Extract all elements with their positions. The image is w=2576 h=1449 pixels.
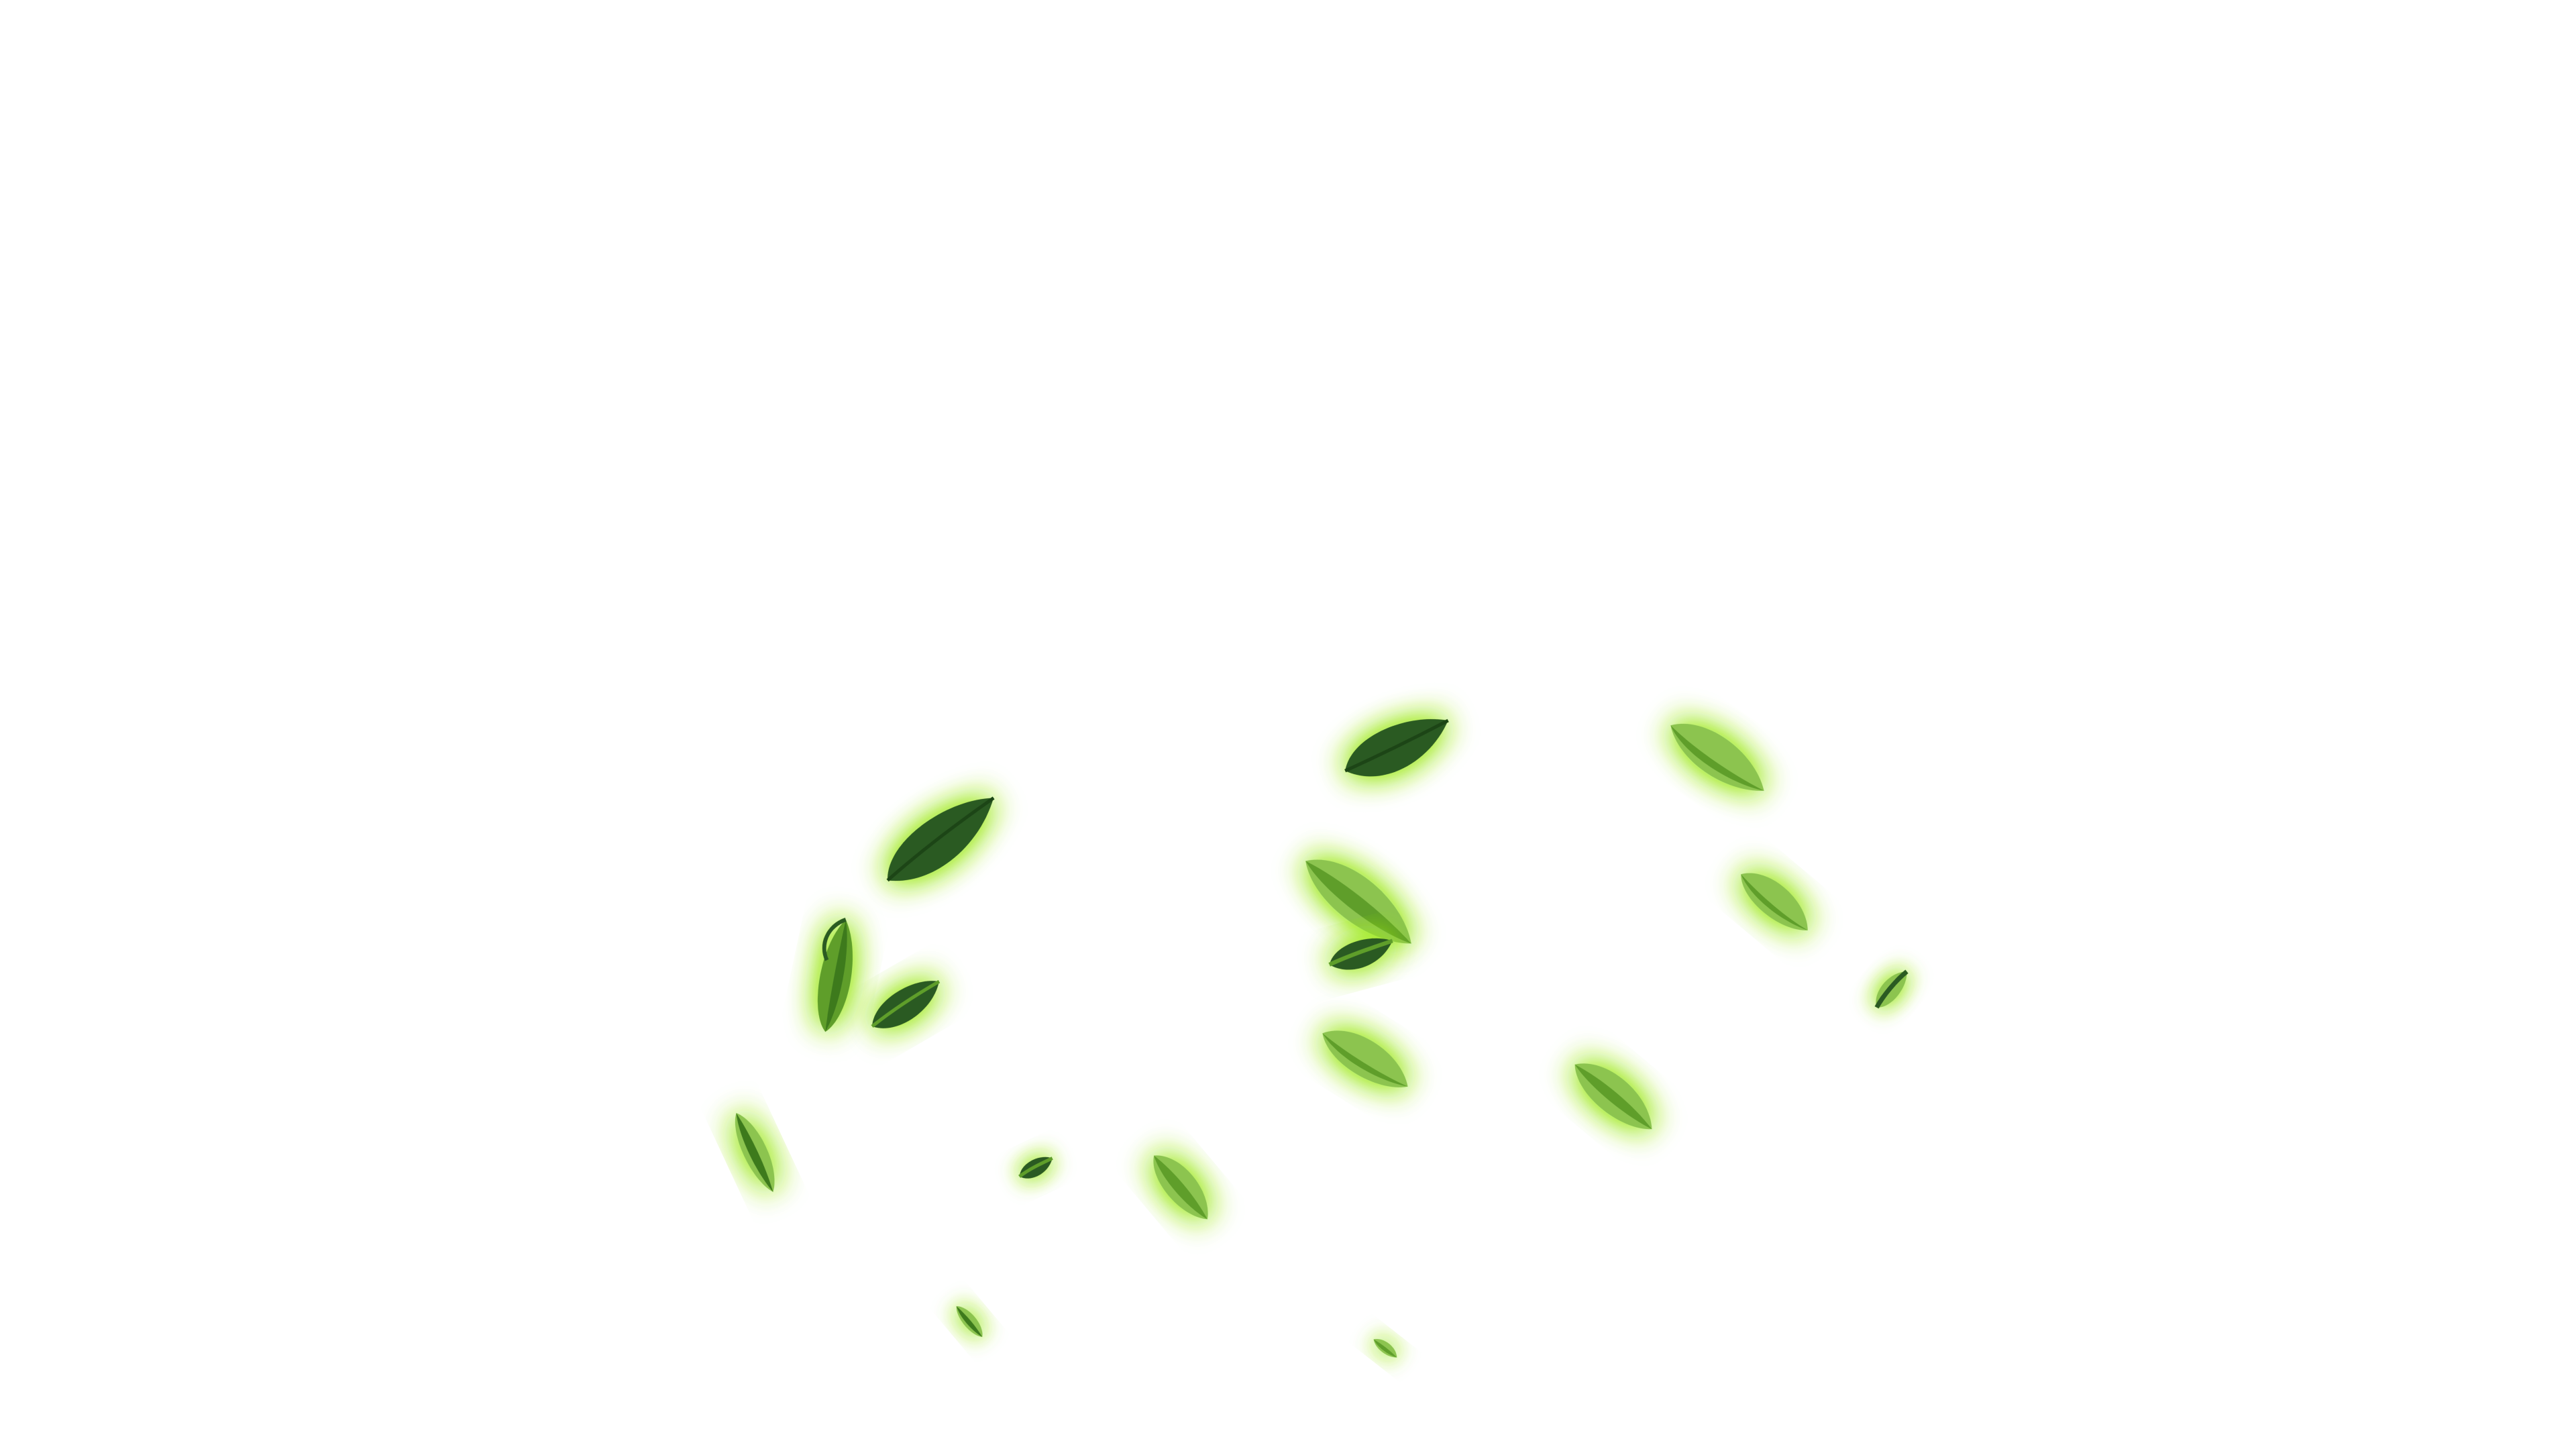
leaf-icon bbox=[1322, 1030, 1408, 1087]
leaf-icon bbox=[1670, 723, 1764, 791]
leaf-icon bbox=[1741, 873, 1808, 930]
leaf-icon bbox=[1344, 718, 1449, 777]
leaf-icon bbox=[1874, 969, 1909, 1009]
leaf-icon bbox=[817, 917, 853, 1032]
leaf-icon bbox=[956, 1306, 983, 1337]
leaf-icon bbox=[871, 979, 941, 1028]
leaf-icon bbox=[886, 796, 995, 882]
leaf-icon bbox=[1328, 938, 1393, 970]
leaf-icon bbox=[1305, 859, 1411, 944]
leaf-icon bbox=[1574, 1063, 1652, 1130]
leaf-icon bbox=[1018, 1157, 1053, 1179]
leaf-icon bbox=[735, 1113, 775, 1192]
leaf-icon bbox=[1373, 1339, 1397, 1358]
leaf-icon bbox=[1153, 1155, 1208, 1220]
